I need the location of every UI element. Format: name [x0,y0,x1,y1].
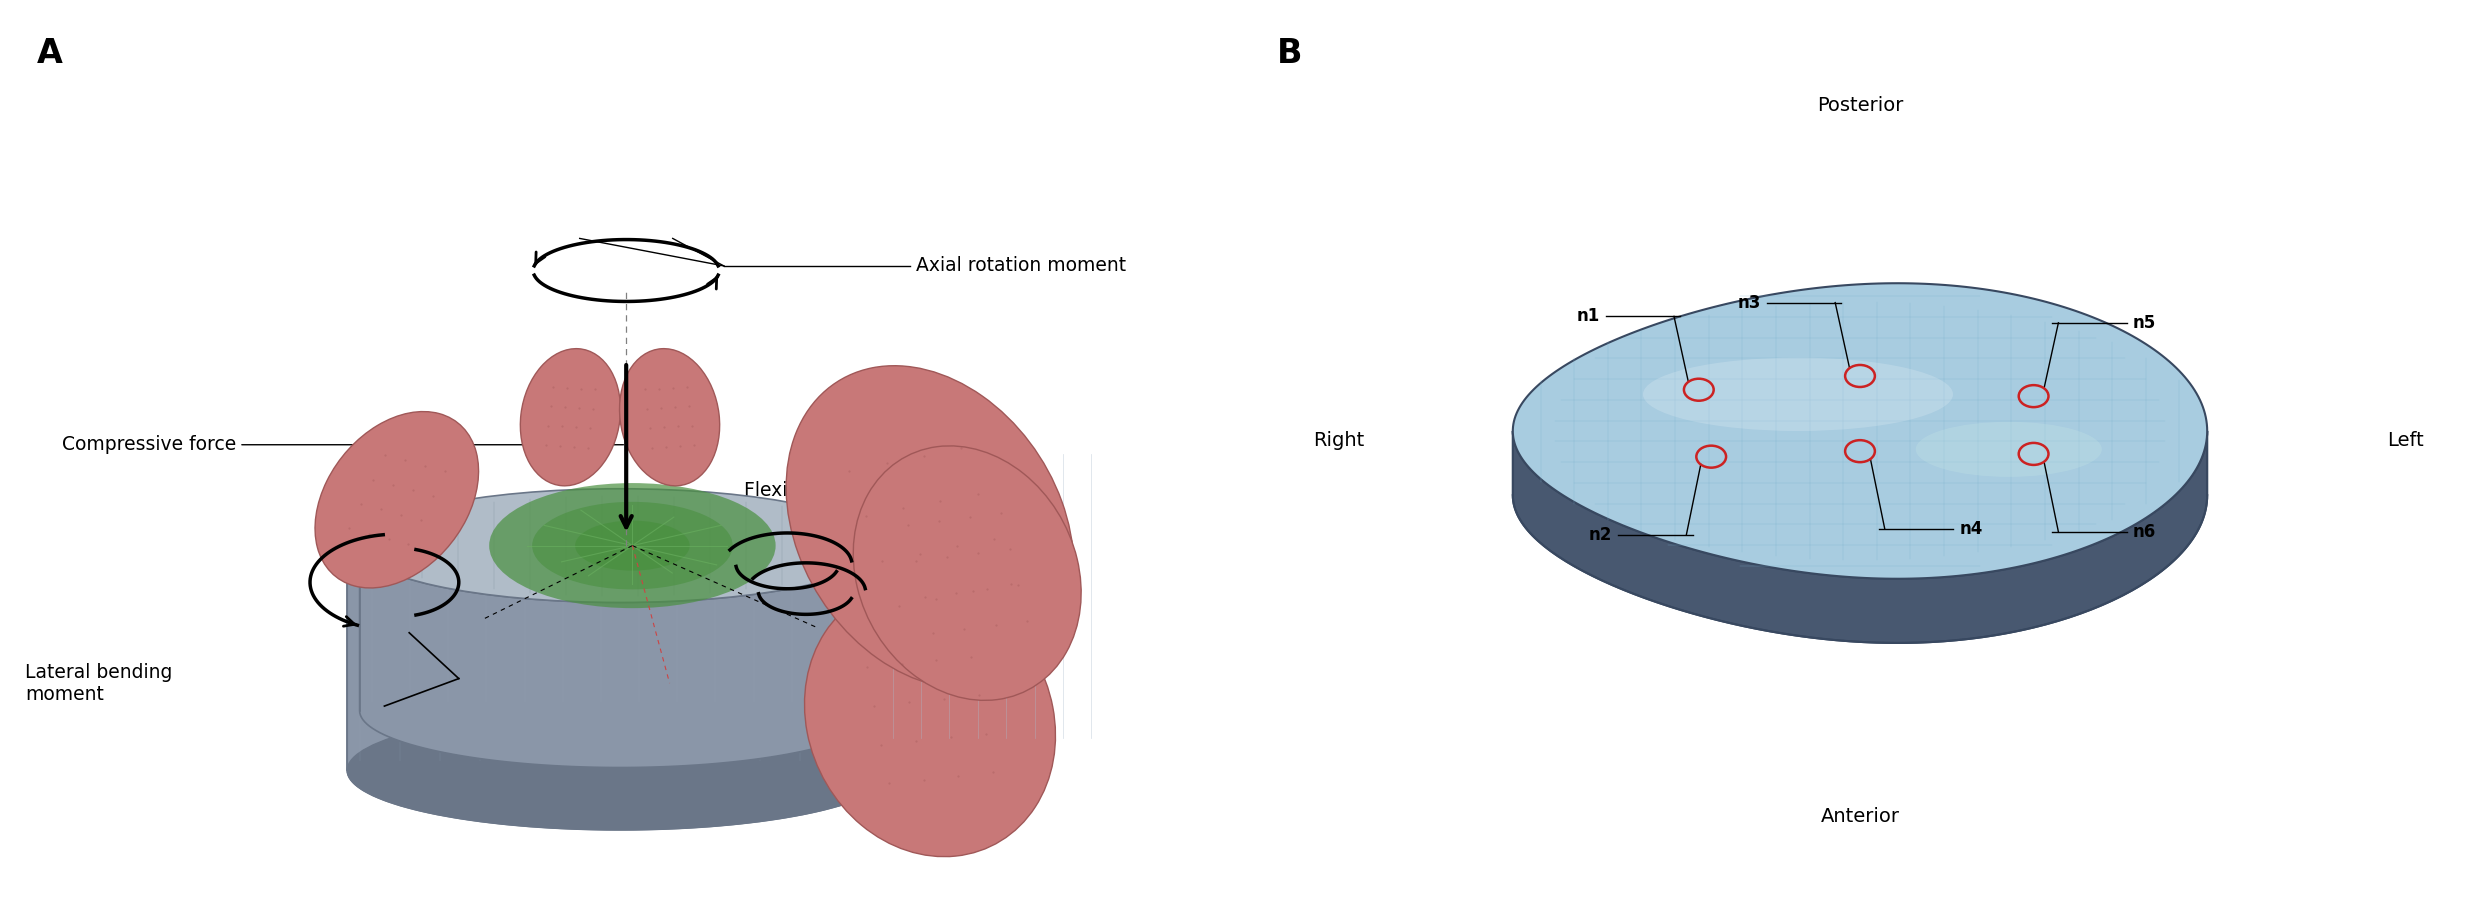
Ellipse shape [533,502,732,590]
Polygon shape [360,546,880,768]
Text: Flexion moment: Flexion moment [744,481,895,567]
Ellipse shape [347,509,893,628]
Ellipse shape [315,412,479,588]
Text: Posterior: Posterior [1818,96,1902,115]
Polygon shape [362,555,878,656]
Text: n1: n1 [1577,307,1600,326]
Ellipse shape [804,583,1056,856]
Text: n3: n3 [1738,293,1761,312]
Text: Extension moment: Extension moment [558,590,799,702]
Ellipse shape [853,446,1081,701]
Ellipse shape [521,348,620,486]
Text: n5: n5 [2133,314,2155,332]
Ellipse shape [362,504,878,605]
Text: Axial rotation moment: Axial rotation moment [915,257,1126,275]
Text: Anterior: Anterior [1820,807,1900,825]
Polygon shape [1513,431,2207,643]
Ellipse shape [489,483,776,608]
Text: Left: Left [2388,431,2423,449]
Ellipse shape [1642,358,1954,431]
Ellipse shape [360,489,880,602]
Text: A: A [37,37,62,70]
Text: n4: n4 [1959,520,1982,538]
Ellipse shape [786,366,1074,689]
Text: n6: n6 [2133,523,2155,541]
Ellipse shape [347,711,893,830]
Ellipse shape [1917,422,2103,477]
Ellipse shape [620,348,719,486]
Text: Compressive force: Compressive force [62,436,622,454]
Polygon shape [347,569,893,830]
Polygon shape [1513,283,2207,579]
Text: Lateral bending
moment: Lateral bending moment [25,663,171,703]
Text: B: B [1277,37,1302,70]
Text: Right: Right [1314,431,1364,449]
Text: n2: n2 [1590,525,1612,544]
Ellipse shape [575,521,689,570]
